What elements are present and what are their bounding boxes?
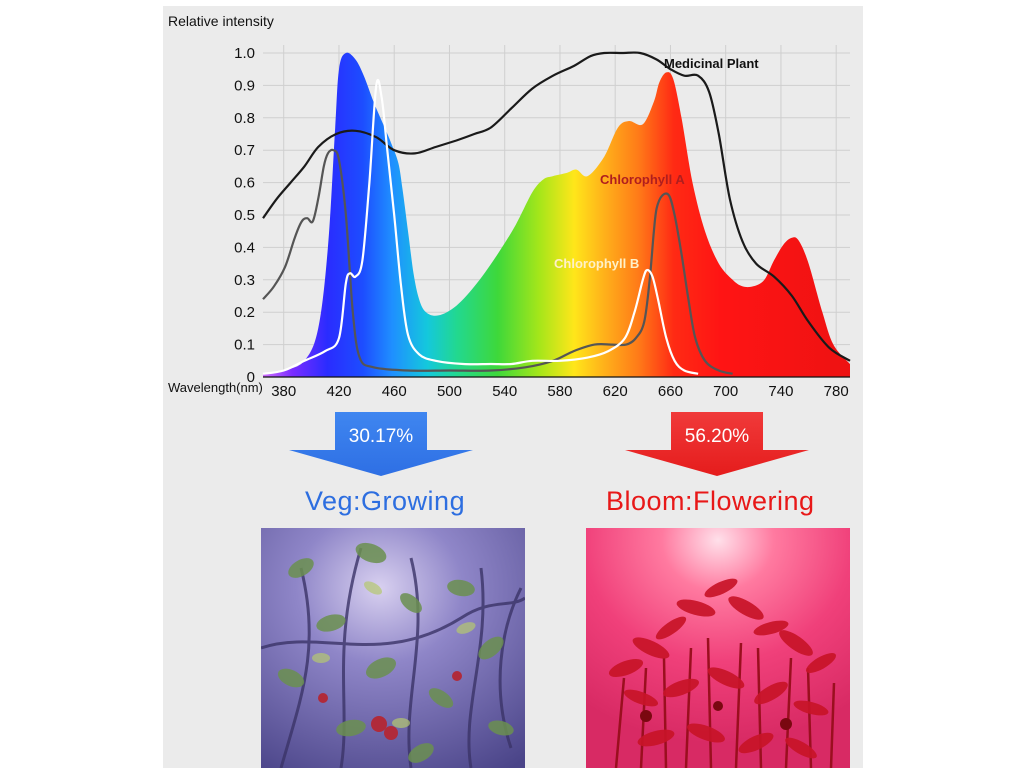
y-tick-label: 0.9: [234, 77, 255, 94]
chlorophyll-a-line: [262, 148, 733, 375]
bloom-plant-photo: [586, 528, 850, 768]
y-tick-label: 0: [247, 369, 255, 386]
infographic-panel: 0 0.1 0.2 0.3 0.4 0.5 0.6 0.7 0.8 0.9 1.0 380 420 460…: [163, 6, 863, 768]
medicinal-plant-line: [262, 51, 851, 362]
y-tick-label: 0.8: [234, 110, 255, 127]
y-tick-label: 0.2: [234, 304, 255, 321]
chlorophyll-b-line: [262, 78, 699, 375]
y-tick-label: 0.5: [234, 207, 255, 224]
y-tick-label: 1.0: [234, 45, 255, 62]
bloom-stage-label: Bloom:Flowering: [606, 486, 815, 516]
spectrum-area: [263, 52, 850, 377]
y-axis-title: Relative intensity: [168, 13, 274, 29]
medicinal-plant-label: Medicinal Plant: [664, 56, 759, 71]
x-tick-label: 700: [713, 383, 738, 400]
x-axis-title: Wavelength(nm): [168, 380, 263, 395]
x-tick-label: 380: [271, 383, 296, 400]
y-tick-label: 0.6: [234, 175, 255, 192]
y-tick-label: 0.7: [234, 142, 255, 159]
bloom-percent: 56.20%: [684, 426, 750, 447]
x-tick-label: 540: [492, 383, 517, 400]
x-tick-label: 740: [768, 383, 793, 400]
x-tick-label: 420: [326, 383, 351, 400]
y-tick-label: 0.3: [234, 272, 255, 289]
x-tick-label: 460: [382, 383, 407, 400]
x-tick-label: 780: [824, 383, 849, 400]
x-tick-label: 620: [603, 383, 628, 400]
y-tick-label: 0.1: [234, 337, 255, 354]
veg-percent: 30.17%: [348, 426, 414, 447]
chlorophyll-a-label: Chlorophyll A: [600, 172, 685, 187]
spectrum-chart: 0 0.1 0.2 0.3 0.4 0.5 0.6 0.7 0.8 0.9 1.0 380 420 460…: [168, 13, 851, 400]
x-tick-label: 500: [437, 383, 462, 400]
veg-plant-photo: [261, 528, 525, 768]
x-tick-label: 660: [658, 383, 683, 400]
y-tick-label: 0.4: [234, 239, 255, 256]
chlorophyll-b-label: Chlorophyll B: [554, 256, 639, 271]
bloom-arrow: [625, 412, 809, 476]
x-tick-label: 580: [547, 383, 572, 400]
veg-stage-label: Veg:Growing: [305, 486, 466, 516]
veg-arrow: [289, 412, 473, 476]
